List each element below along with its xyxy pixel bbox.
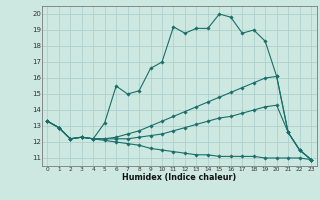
X-axis label: Humidex (Indice chaleur): Humidex (Indice chaleur) [122,173,236,182]
